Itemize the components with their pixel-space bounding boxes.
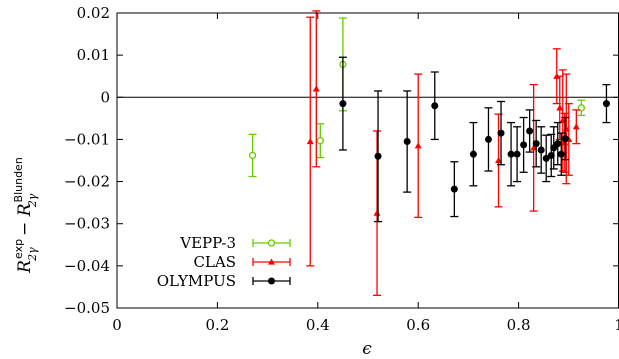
y-tick-label: 0 [100, 88, 110, 106]
data-point [537, 146, 545, 154]
legend-label: OLYMPUS [157, 272, 236, 290]
x-tick-label: 0.4 [306, 316, 330, 334]
x-axis-label: ϵ [362, 339, 372, 359]
legend-label: CLAS [193, 253, 236, 271]
data-point [562, 125, 570, 132]
data-point [450, 185, 458, 193]
x-tick-label: 0.6 [406, 316, 430, 334]
legend-item-vepp-3: VEPP-3 [179, 234, 291, 252]
data-point [484, 135, 492, 143]
y-label-sub-a: 2γ [26, 247, 39, 262]
legend-marker [268, 277, 275, 285]
y-label-sub-b: 2γ [26, 193, 39, 208]
series-clas [306, 10, 581, 297]
y-tick-label: −0.04 [64, 257, 110, 275]
data-point [520, 141, 528, 149]
legend-label: VEPP-3 [179, 234, 236, 252]
data-point [602, 100, 610, 108]
data-point [248, 151, 257, 160]
data-point [532, 140, 540, 148]
y-label-minus: − [15, 216, 35, 241]
data-point [561, 135, 569, 143]
data-point [306, 138, 314, 145]
data-point [312, 85, 320, 92]
ticks-layer: 0 0.2 0.4 0.6 0.8 1 −0.05 −0.04 −0.03 −0.02 −0.01 0… [64, 4, 619, 334]
data-point [513, 150, 521, 158]
data-point [556, 104, 564, 111]
data-point [403, 138, 411, 146]
data-point [530, 144, 538, 151]
data-point [557, 150, 565, 158]
x-tick-label: 0.2 [205, 316, 229, 334]
data-point [339, 100, 347, 108]
legend-item-olympus: OLYMPUS [157, 272, 291, 290]
plot-frame [116, 12, 619, 309]
svg-text:Rexp2γ − RBlunden2γ: Rexp2γ − RBlunden2γ [12, 157, 39, 274]
legend-marker [268, 258, 275, 265]
y-tick-label: 0.01 [77, 46, 110, 64]
x-tick-label: 1 [614, 316, 619, 334]
data-point [374, 152, 382, 160]
data-point [431, 102, 439, 110]
series-layer [248, 10, 611, 297]
y-tick-label: −0.03 [64, 215, 110, 233]
data-point [414, 142, 422, 149]
y-label-sup-b: Blunden [12, 157, 25, 202]
data-point [373, 209, 381, 216]
data-point [547, 151, 555, 159]
data-point [469, 150, 477, 158]
data-point [554, 140, 562, 148]
y-axis-label: Rexp2γ − RBlunden2γ [12, 157, 39, 274]
data-point [526, 127, 534, 135]
y-tick-label: 0.02 [77, 4, 110, 22]
y-label-sup-a: exp [12, 239, 25, 259]
y-tick-label: −0.01 [64, 130, 110, 148]
y-label-main-b: R [15, 203, 35, 217]
legend-marker [267, 239, 276, 247]
y-label-main-a: R [15, 260, 35, 274]
y-tick-label: −0.02 [64, 173, 110, 191]
series-olympus [338, 56, 611, 223]
data-point [572, 123, 580, 130]
legend-item-clas: CLAS [193, 253, 291, 271]
data-point [497, 129, 505, 137]
y-tick-label: −0.05 [64, 299, 110, 317]
x-tick-label: 0 [112, 316, 122, 334]
data-point [495, 157, 503, 164]
x-tick-label: 0.8 [507, 316, 531, 334]
data-point [316, 137, 324, 145]
data-point [507, 150, 515, 158]
